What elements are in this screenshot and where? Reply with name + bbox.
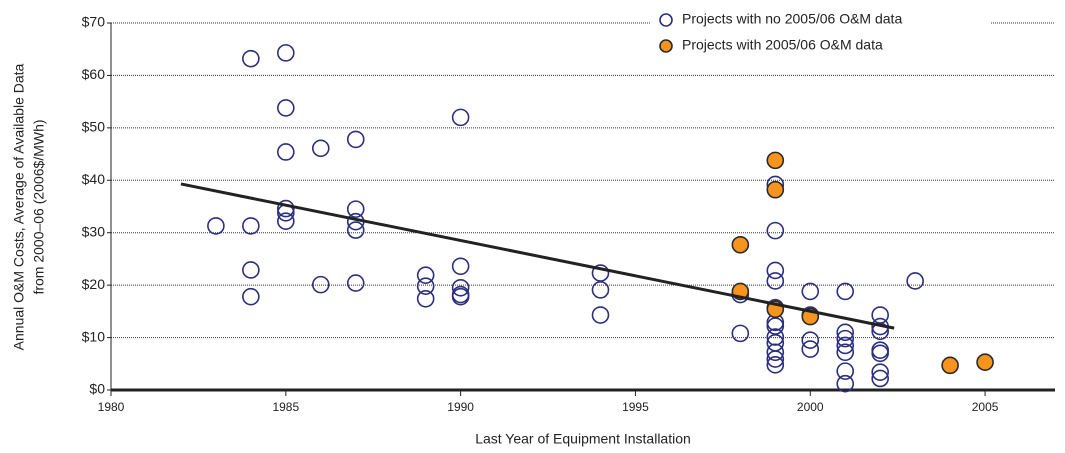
y-tick-label: $50 (82, 119, 106, 135)
y-tick-label: $60 (82, 66, 106, 82)
point (766, 356, 785, 374)
point (906, 272, 924, 290)
y-tick-label: $70 (82, 14, 106, 30)
point (801, 331, 820, 349)
point (871, 363, 889, 381)
y-tick-label: $20 (82, 276, 106, 292)
point (976, 353, 994, 372)
point (941, 356, 959, 375)
point (451, 257, 470, 276)
point (242, 49, 260, 68)
point (346, 274, 365, 292)
point (766, 151, 785, 170)
point (836, 329, 855, 348)
point (416, 266, 435, 284)
x-axis-label: Last Year of Equipment Installation (475, 431, 691, 447)
x-tick-label: 1985 (272, 400, 299, 414)
trendline (180, 182, 895, 330)
point (416, 289, 435, 308)
point (731, 324, 750, 343)
point (766, 343, 785, 362)
x-tick-label: 1980 (98, 400, 125, 414)
point (591, 306, 610, 324)
point (871, 322, 889, 341)
x-tick-label: 2000 (797, 400, 824, 414)
point (836, 362, 855, 380)
point (766, 261, 785, 280)
point (836, 336, 855, 355)
y-tick-label: $0 (89, 381, 105, 397)
point (766, 350, 785, 368)
point (451, 278, 470, 297)
point (836, 374, 855, 393)
legend-label: Projects with no 2005/06 O&M data (682, 11, 902, 27)
point (836, 343, 855, 362)
point (416, 277, 435, 295)
x-tick-label: 1995 (622, 400, 649, 414)
point (766, 272, 785, 290)
point (451, 108, 470, 127)
point (451, 287, 470, 306)
point (871, 344, 889, 363)
point (311, 275, 330, 294)
point (242, 261, 260, 279)
point (836, 323, 855, 342)
point (591, 281, 610, 299)
y-axis-label: from 2000–06 (2006$/MWh) (31, 119, 47, 294)
point (836, 282, 855, 301)
point (766, 221, 785, 240)
point (242, 287, 260, 306)
y-tick-label: $30 (82, 223, 106, 239)
legend-marker (659, 39, 673, 53)
point (277, 99, 295, 117)
point (346, 130, 365, 149)
point (731, 235, 750, 254)
point (277, 143, 295, 161)
point (766, 180, 785, 199)
point (801, 340, 820, 358)
y-tick-label: $10 (82, 328, 106, 344)
y-axis-label: Annual O&M Costs, Average of Available D… (11, 63, 27, 350)
legend (650, 8, 990, 70)
point (346, 221, 365, 239)
point (207, 217, 225, 235)
point (277, 199, 295, 218)
point (242, 217, 260, 235)
y-tick-label: $40 (82, 171, 106, 187)
point (311, 139, 330, 158)
point (346, 200, 365, 218)
point (277, 44, 295, 62)
point (871, 369, 889, 388)
legend-label: Projects with 2005/06 O&M data (682, 37, 883, 53)
x-tick-label: 1990 (447, 400, 474, 414)
point (277, 212, 295, 230)
point (801, 282, 820, 301)
x-tick-label: 2005 (972, 400, 999, 414)
legend-marker (659, 13, 673, 27)
